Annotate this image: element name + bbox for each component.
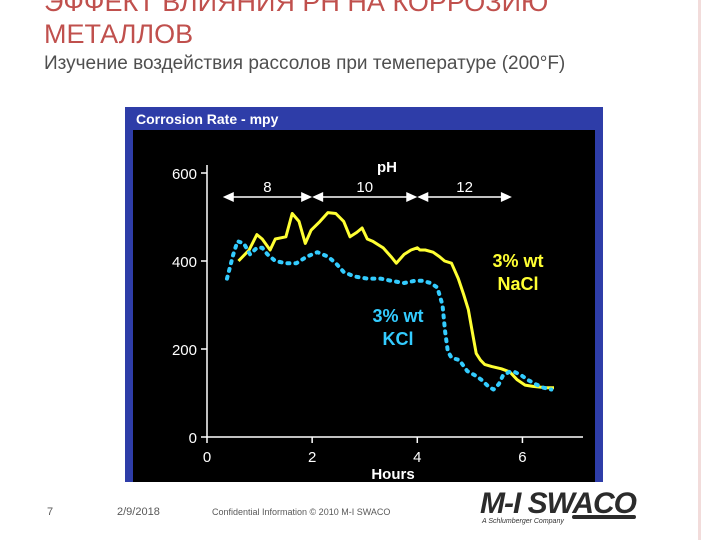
slide-date: 2/9/2018 — [117, 506, 160, 518]
ph-arrow-head — [417, 192, 429, 202]
series-label: 3% wt — [372, 306, 423, 326]
y-tick-label: 0 — [189, 430, 197, 447]
ph-range-label: 10 — [356, 179, 373, 196]
ph-header-label: pH — [377, 159, 397, 176]
y-tick-label: 600 — [172, 166, 197, 183]
series-label: NaCl — [497, 274, 538, 294]
chart-plot-background — [133, 130, 595, 482]
logo-text: M-I SWACO — [480, 487, 637, 520]
ph-arrow-head — [222, 192, 234, 202]
logo-underline — [572, 515, 636, 519]
ph-arrow-head — [406, 192, 418, 202]
page-number: 7 — [47, 506, 54, 518]
y-tick-label: 200 — [172, 342, 197, 359]
chart-title: Corrosion Rate - mpy — [136, 111, 279, 127]
x-tick-label: 0 — [203, 449, 211, 466]
y-tick-label: 400 — [172, 254, 197, 271]
series-line-3-wt-kcl — [225, 239, 554, 392]
series-line-3-wt-nacl — [237, 211, 554, 390]
confidential-notice: Confidential Information © 2010 M-I SWAC… — [212, 507, 391, 517]
logo-subtitle: A Schlumberger Company — [482, 518, 564, 525]
ph-arrow-head — [301, 192, 313, 202]
ph-arrow-head — [500, 192, 512, 202]
corrosion-chart: Corrosion Rate - mpy Hours pH 0 200 400 600… — [125, 107, 603, 483]
data-series — [225, 211, 554, 392]
series-label: 3% wt — [492, 251, 543, 271]
x-tick-label: 6 — [518, 449, 526, 466]
axes: 0 200 400 600 0 2 4 6 — [172, 165, 583, 466]
series-label: KCl — [383, 329, 414, 349]
slide-title: ЭФФЕКТ ВЛИЯНИЯ pH НА КОРРОЗИЮ МЕТАЛЛОВ — [44, 0, 548, 50]
x-tick-label: 4 — [413, 449, 421, 466]
company-logo: M-I SWACO A Schlumberger Company — [480, 488, 660, 532]
slide-title-line-1: ЭФФЕКТ ВЛИЯНИЯ pH НА КОРРОЗИЮ — [44, 0, 549, 17]
decorative-rule — [698, 0, 701, 540]
ph-ranges: 8 10 12 — [222, 179, 512, 202]
slide-title-line-2: МЕТАЛЛОВ — [44, 19, 194, 49]
series-labels: 3% wt NaCl 3% wt KCl — [372, 251, 543, 349]
ph-arrow-head — [312, 192, 324, 202]
slide-subtitle: Изучение воздействия рассолов при темепе… — [44, 53, 566, 74]
ph-range-label: 8 — [263, 179, 271, 196]
x-axis-label: Hours — [371, 466, 414, 482]
x-tick-label: 2 — [308, 449, 316, 466]
chart-svg: Corrosion Rate - mpy Hours pH 0200400600… — [125, 107, 603, 483]
ph-range-label: 12 — [456, 179, 473, 196]
